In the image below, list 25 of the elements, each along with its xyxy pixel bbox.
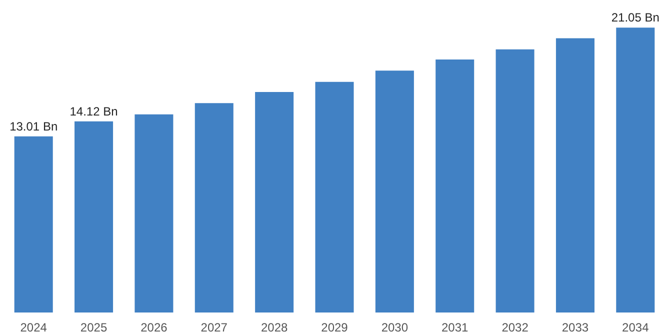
x-tick-label: 2030 — [381, 320, 408, 334]
bar — [74, 121, 114, 312]
bar — [616, 28, 655, 312]
bar — [134, 114, 174, 312]
bar — [496, 49, 534, 312]
data-label: 13.01 Bn — [10, 119, 58, 134]
bar — [315, 82, 354, 312]
x-tick-label: 2028 — [260, 320, 288, 334]
bar — [556, 38, 594, 312]
bar — [255, 92, 294, 312]
x-tick-label: 2029 — [321, 320, 348, 334]
bar — [375, 70, 414, 312]
x-tick-label: 2031 — [442, 320, 469, 334]
x-tick-label: 2034 — [622, 320, 650, 334]
bar — [436, 60, 474, 312]
x-tick-label: 2033 — [562, 320, 589, 334]
data-label: 21.05 Bn — [611, 10, 660, 25]
x-tick-label: 2024 — [20, 320, 48, 334]
data-label: 14.12 Bn — [70, 104, 118, 118]
bar — [194, 103, 234, 312]
bar — [14, 136, 53, 312]
x-tick-label: 2025 — [80, 320, 108, 334]
x-tick-label: 2026 — [140, 320, 168, 334]
x-tick-label: 2027 — [200, 320, 228, 334]
x-tick-label: 2032 — [502, 320, 529, 334]
